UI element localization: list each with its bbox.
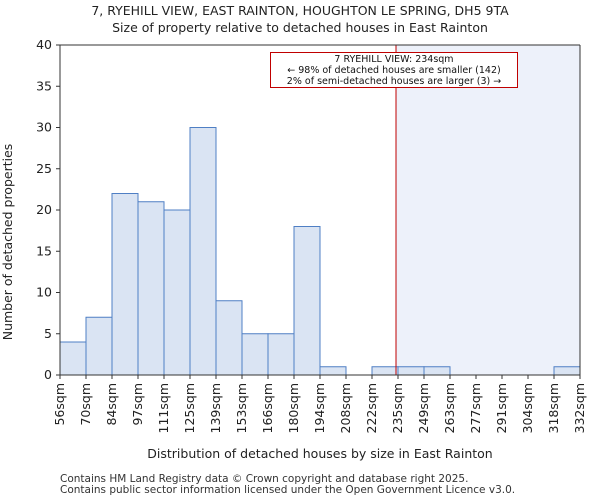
chart-title-line1: 7, RYEHILL VIEW, EAST RAINTON, HOUGHTON … [91, 3, 509, 18]
x-tick-label: 125sqm [182, 383, 197, 433]
y-axis-label: Number of detached properties [0, 144, 15, 341]
x-tick-label: 153sqm [234, 383, 249, 433]
y-tick-label: 35 [36, 78, 52, 93]
y-tick-label: 10 [36, 285, 52, 300]
annotation-line-1: 7 RYEHILL VIEW: 234sqm [334, 54, 454, 65]
annotation-line-2: ← 98% of detached houses are smaller (14… [287, 65, 501, 76]
x-tick-label: 194sqm [312, 383, 327, 433]
bar [85, 316, 113, 376]
y-tick-label: 15 [36, 243, 52, 258]
x-tick-label: 277sqm [468, 383, 483, 433]
x-tick-label: 166sqm [260, 383, 275, 433]
bar [163, 209, 191, 376]
x-tick-label: 111sqm [156, 383, 171, 433]
bar [59, 341, 87, 376]
x-tick-label: 263sqm [442, 383, 457, 433]
x-tick-label: 208sqm [338, 383, 353, 433]
x-tick-label: 291sqm [494, 383, 509, 433]
x-tick-label: 249sqm [416, 383, 431, 433]
bar [423, 366, 451, 376]
bar [111, 193, 139, 376]
bar [371, 366, 399, 376]
y-tick-label: 25 [36, 161, 52, 176]
x-tick-label: 332sqm [572, 383, 587, 433]
plot-area: 0 5 10 15 20 25 30 35 40 56sqm 70sqm 84sqm 97sqm 111s… [36, 37, 587, 433]
bar [267, 333, 295, 376]
footer-credit-2: Contains public sector information licen… [60, 484, 516, 496]
x-tick-label: 304sqm [520, 383, 535, 433]
y-tick-label: 40 [36, 37, 52, 52]
x-tick-label: 139sqm [208, 383, 223, 433]
bar [293, 226, 321, 376]
x-axis-label: Distribution of detached houses by size … [147, 446, 492, 461]
y-tick-label: 0 [44, 367, 52, 382]
x-tick-label: 70sqm [78, 383, 93, 426]
x-tick-label: 222sqm [364, 383, 379, 433]
x-tick-label: 180sqm [286, 383, 301, 433]
footer-credit-1: Contains HM Land Registry data © Crown c… [60, 473, 469, 485]
bar [189, 127, 217, 376]
property-annotation: 7 RYEHILL VIEW: 234sqm ← 98% of detached… [270, 52, 518, 88]
x-tick-label: 56sqm [52, 383, 67, 426]
highlight-region [396, 45, 580, 375]
y-tick-label: 30 [36, 120, 52, 135]
bar [553, 366, 581, 376]
x-tick-label: 318sqm [546, 383, 561, 433]
bar [241, 333, 269, 376]
x-tick-label: 97sqm [130, 383, 145, 426]
y-tick-label: 5 [44, 326, 52, 341]
annotation-line-3: 2% of semi-detached houses are larger (3… [286, 76, 502, 87]
bar [397, 366, 425, 376]
x-tick-label: 235sqm [390, 383, 405, 433]
chart-title-line2: Size of property relative to detached ho… [112, 20, 488, 35]
x-tick-label: 84sqm [104, 383, 119, 426]
y-tick-label: 20 [36, 202, 52, 217]
bar [319, 366, 347, 376]
bar [215, 300, 243, 376]
bar [137, 201, 165, 376]
